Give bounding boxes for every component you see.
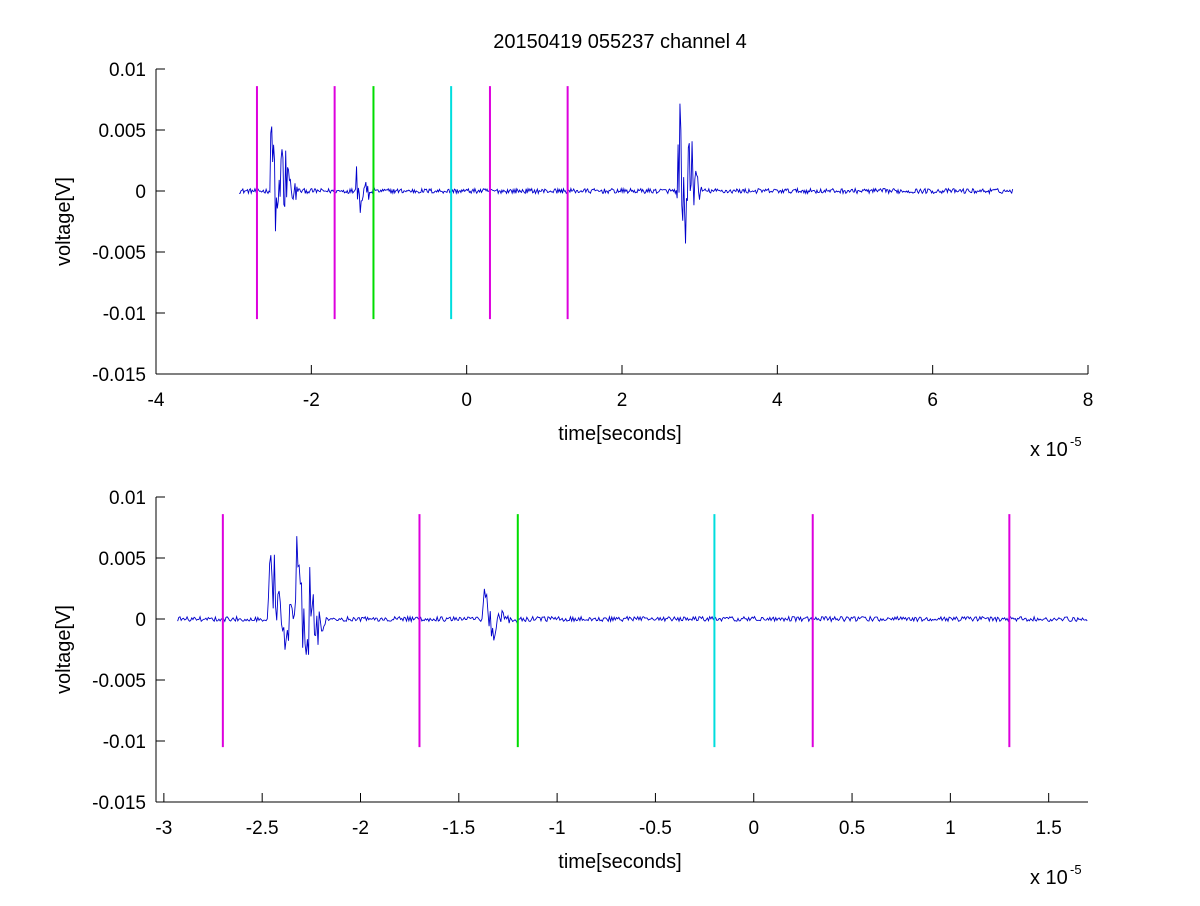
x-tick-label: -2.5 — [246, 818, 279, 839]
y-tick-label: -0.005 — [92, 671, 146, 692]
y-tick-label: -0.015 — [92, 793, 146, 814]
y-tick-label: 0.005 — [98, 121, 146, 142]
x-tick-label: -1 — [549, 818, 566, 839]
x-axis-label: time[seconds] — [558, 851, 681, 873]
x-tick-label: 2 — [617, 390, 628, 411]
y-tick-label: 0 — [135, 182, 146, 203]
x-multiplier: x 10 — [1030, 439, 1068, 461]
x-axis-label: time[seconds] — [558, 423, 681, 445]
x-tick-label: 6 — [927, 390, 938, 411]
x-tick-label: 0 — [748, 818, 759, 839]
x-tick-label: -4 — [148, 390, 165, 411]
x-tick-label: 4 — [772, 390, 783, 411]
y-tick-label: -0.005 — [92, 243, 146, 264]
x-tick-label: -3 — [155, 818, 172, 839]
x-tick-label: 1 — [945, 818, 956, 839]
x-tick-label: 0.5 — [839, 818, 865, 839]
y-tick-label: 0.01 — [109, 488, 146, 509]
figure-title: 20150419 055237 channel 4 — [493, 31, 747, 53]
y-axis-label: voltage[V] — [53, 605, 75, 694]
x-tick-label: -1.5 — [442, 818, 475, 839]
x-tick-label: 8 — [1083, 390, 1094, 411]
y-tick-label: -0.015 — [92, 365, 146, 386]
x-multiplier: x 10 — [1030, 867, 1068, 889]
signal-series-line — [239, 103, 1014, 244]
y-tick-label: 0 — [135, 610, 146, 631]
bottom-subplot: 0.01 0.005 0 -0.005 -0.01 -0.015 -3 -2.5 -2 -1.5 -… — [53, 488, 1088, 889]
x-multiplier-exponent: -5 — [1070, 434, 1082, 449]
x-tick-label: -2 — [352, 818, 369, 839]
x-tick-label: 0 — [461, 390, 472, 411]
x-multiplier-exponent: -5 — [1070, 862, 1082, 877]
y-axis-label: voltage[V] — [53, 177, 75, 266]
y-tick-label: 0.005 — [98, 549, 146, 570]
x-tick-label: -0.5 — [639, 818, 672, 839]
y-tick-label: -0.01 — [103, 732, 146, 753]
x-tick-label: -2 — [303, 390, 320, 411]
signal-series-line — [177, 536, 1088, 655]
y-tick-label: -0.01 — [103, 304, 146, 325]
top-subplot: 0.01 0.005 0 -0.005 -0.01 -0.015-4 -2 0 2 4 6 8 time… — [53, 60, 1093, 461]
x-tick-label: 1.5 — [1035, 818, 1061, 839]
y-tick-label: 0.01 — [109, 60, 146, 81]
